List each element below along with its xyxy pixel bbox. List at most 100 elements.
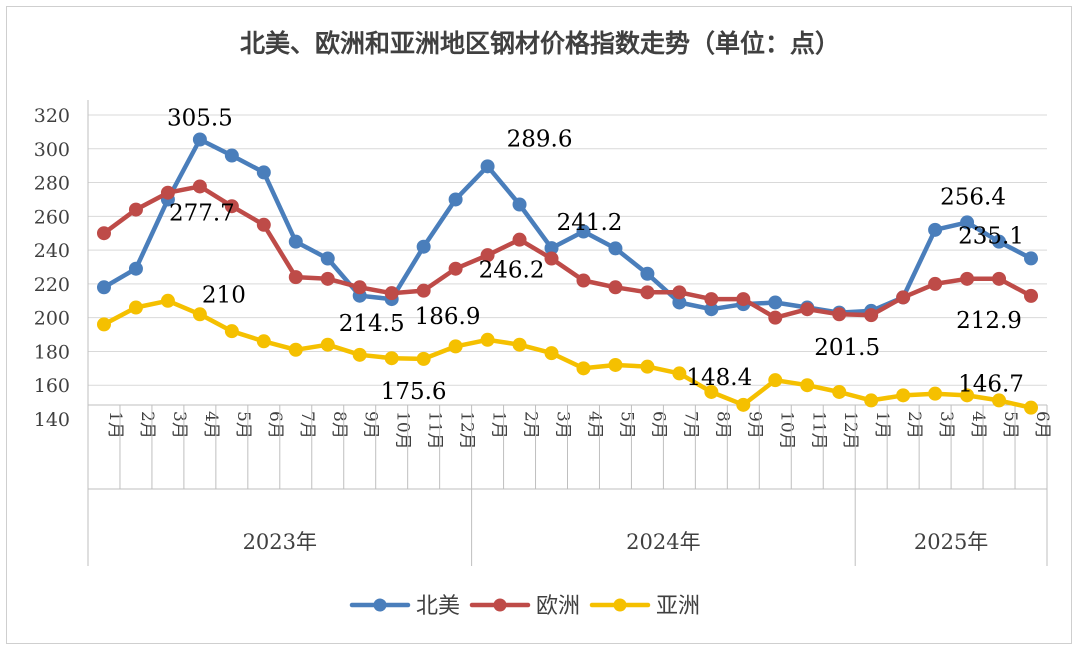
chart-frame — [6, 6, 1072, 644]
data-point — [704, 384, 719, 399]
data-point — [768, 295, 783, 310]
data-point — [832, 384, 847, 399]
data-label: 210 — [202, 282, 246, 308]
data-point — [512, 232, 527, 247]
data-point — [544, 251, 559, 266]
x-tick-label: 4月 — [968, 411, 988, 439]
y-tick-label: 140 — [34, 409, 70, 431]
legend: 北美 欧洲 亚洲 — [349, 594, 700, 619]
data-label: 175.6 — [381, 379, 447, 405]
x-tick-label: 10月 — [776, 411, 796, 450]
data-point — [896, 388, 911, 403]
data-point — [640, 285, 655, 300]
data-point — [960, 215, 975, 230]
legend-marker — [493, 598, 507, 612]
legend-label: 亚洲 — [656, 594, 700, 619]
legend-label: 北美 — [416, 594, 460, 619]
x-tick-label: 7月 — [297, 411, 317, 439]
data-label: 201.5 — [814, 335, 880, 361]
x-tick-label: 11月 — [425, 411, 445, 450]
data-point — [160, 185, 175, 200]
x-tick-label: 8月 — [712, 411, 732, 439]
series-line-2 — [101, 298, 1034, 410]
data-label: 214.5 — [339, 311, 405, 337]
x-tick-label: 9月 — [744, 411, 764, 439]
data-point — [192, 307, 207, 322]
data-point — [992, 271, 1007, 286]
data-label-layer: 305.5 277.7 210 214.5 175.6 289.6 241.2 246.2 18… — [167, 105, 1024, 404]
data-point — [480, 159, 495, 174]
data-point — [928, 222, 943, 237]
data-point — [800, 302, 815, 317]
y-tick-label: 160 — [34, 375, 70, 397]
data-point — [512, 197, 527, 212]
x-tick-label: 12月 — [840, 411, 860, 450]
data-point — [576, 361, 591, 376]
x-tick-label: 6月 — [1032, 411, 1052, 439]
data-point — [608, 241, 623, 256]
x-tick-label: 9月 — [361, 411, 381, 439]
y-tick-label: 180 — [34, 341, 70, 363]
grid-layer — [88, 114, 1047, 386]
chart-title: 北美、欧洲和亚洲地区钢材价格指数走势（单位：点） — [240, 29, 840, 58]
x-tick-label: 6月 — [265, 411, 285, 439]
y-tick-label: 300 — [34, 139, 70, 161]
data-point — [320, 251, 335, 266]
x-tick-label: 5月 — [1000, 411, 1020, 439]
data-point — [992, 234, 1007, 249]
x-tick-label: 4月 — [584, 411, 604, 439]
x-tick-label: 6月 — [648, 411, 668, 439]
data-point — [448, 339, 463, 354]
x-tick-label: 1月 — [872, 411, 892, 439]
data-point — [128, 261, 143, 276]
x-tick-label: 7月 — [680, 411, 700, 439]
data-point — [704, 292, 719, 307]
data-label: 289.6 — [507, 126, 573, 152]
data-point — [640, 359, 655, 374]
data-point — [960, 271, 975, 286]
data-point — [416, 283, 431, 298]
data-point — [672, 366, 687, 381]
data-point — [608, 357, 623, 372]
x-tick-label: 12月 — [457, 411, 477, 450]
data-point — [448, 261, 463, 276]
data-label: 186.9 — [415, 304, 481, 330]
legend-marker — [373, 598, 387, 612]
data-point — [224, 199, 239, 214]
data-point — [512, 337, 527, 352]
data-point — [928, 386, 943, 401]
data-point — [320, 337, 335, 352]
data-point — [288, 234, 303, 249]
y-tick-label: 260 — [34, 206, 70, 228]
year-label: 2025年 — [914, 530, 988, 554]
data-label: 212.9 — [956, 308, 1022, 334]
x-tick-label: 11月 — [808, 411, 828, 450]
data-point — [448, 192, 463, 207]
data-point — [864, 308, 879, 323]
x-tick-label: 10月 — [393, 411, 413, 450]
y-tick-label: 280 — [34, 173, 70, 195]
data-label: 146.7 — [958, 372, 1024, 398]
data-point — [480, 248, 495, 263]
data-point — [256, 217, 271, 232]
data-point — [160, 293, 175, 308]
data-point — [640, 266, 655, 281]
data-label: 305.5 — [167, 105, 233, 131]
data-point — [288, 270, 303, 285]
x-tick-label: 5月 — [233, 411, 253, 439]
data-point — [608, 280, 623, 295]
x-tick-label: 2月 — [904, 411, 924, 439]
data-point — [672, 285, 687, 300]
x-tick-label: 3月 — [553, 411, 573, 439]
x-tick-label: 1月 — [105, 411, 125, 439]
y-tick-label: 200 — [34, 308, 70, 330]
data-label: 256.4 — [940, 184, 1006, 210]
data-point — [256, 334, 271, 349]
x-tick-label: 3月 — [936, 411, 956, 439]
data-point — [128, 202, 143, 217]
data-point — [992, 393, 1007, 408]
x-tick-label: 8月 — [329, 411, 349, 439]
x-tick-label: 2月 — [521, 411, 541, 439]
data-point — [928, 276, 943, 291]
